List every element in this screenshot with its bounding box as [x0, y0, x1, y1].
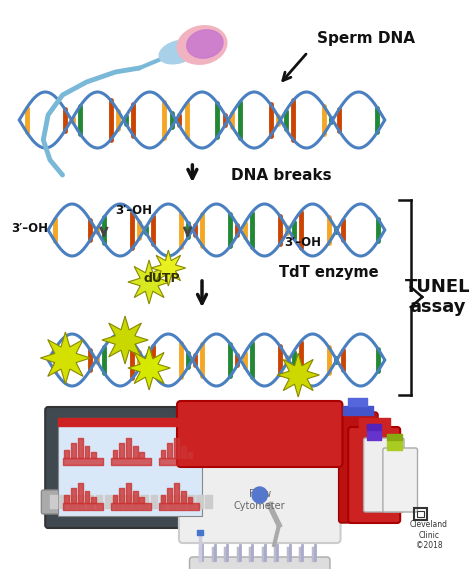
Text: 3′–OH: 3′–OH: [284, 236, 321, 249]
Text: dUTP: dUTP: [143, 271, 180, 284]
Text: TUNEL
assay: TUNEL assay: [405, 278, 471, 316]
FancyBboxPatch shape: [348, 427, 400, 523]
FancyBboxPatch shape: [338, 412, 378, 523]
Text: 3′–OH: 3′–OH: [116, 204, 153, 216]
Text: Flow
Cytometer: Flow Cytometer: [234, 489, 285, 511]
Polygon shape: [128, 346, 170, 390]
Polygon shape: [40, 332, 91, 384]
FancyBboxPatch shape: [190, 557, 330, 569]
Ellipse shape: [187, 30, 223, 58]
FancyBboxPatch shape: [58, 418, 202, 516]
Text: Sperm DNA: Sperm DNA: [318, 31, 415, 46]
Polygon shape: [128, 260, 170, 304]
FancyBboxPatch shape: [383, 448, 418, 512]
Polygon shape: [102, 316, 148, 364]
Ellipse shape: [252, 487, 267, 503]
FancyBboxPatch shape: [45, 407, 215, 528]
FancyBboxPatch shape: [179, 451, 340, 543]
Text: TdT enzyme: TdT enzyme: [279, 265, 379, 279]
FancyBboxPatch shape: [41, 490, 223, 514]
FancyBboxPatch shape: [364, 438, 404, 512]
Text: Cleveland
Clinic
©2018: Cleveland Clinic ©2018: [410, 520, 448, 550]
FancyBboxPatch shape: [177, 401, 342, 467]
Text: 3′–OH: 3′–OH: [11, 221, 48, 234]
Ellipse shape: [177, 26, 227, 64]
Ellipse shape: [159, 40, 197, 64]
Text: DNA breaks: DNA breaks: [231, 167, 331, 183]
Polygon shape: [151, 250, 186, 286]
Polygon shape: [277, 353, 319, 397]
